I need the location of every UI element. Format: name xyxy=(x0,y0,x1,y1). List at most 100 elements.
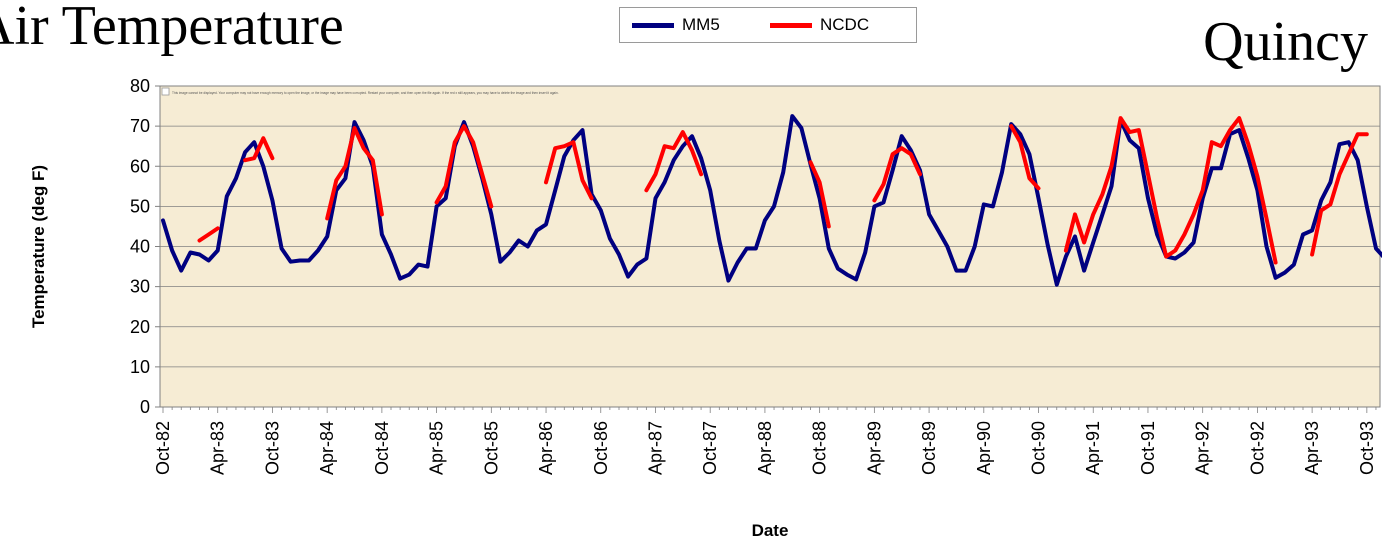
data-point-ncdc xyxy=(828,226,830,228)
data-point-mm5 xyxy=(1302,234,1304,236)
data-point-mm5 xyxy=(947,246,949,248)
data-point-ncdc xyxy=(901,147,903,149)
data-point-mm5 xyxy=(363,139,365,141)
data-point-mm5 xyxy=(345,177,347,179)
data-point-mm5 xyxy=(162,220,164,222)
data-point-mm5 xyxy=(1138,147,1140,149)
data-point-mm5 xyxy=(965,270,967,272)
data-point-mm5 xyxy=(901,135,903,137)
data-point-ncdc xyxy=(1102,194,1104,196)
data-point-ncdc xyxy=(1247,143,1249,145)
y-tick-label: 80 xyxy=(130,76,150,96)
data-point-mm5 xyxy=(819,198,821,200)
data-point-mm5 xyxy=(171,250,173,252)
data-point-mm5 xyxy=(883,202,885,204)
data-point-ncdc xyxy=(335,179,337,181)
x-axis-title: Date xyxy=(752,521,789,540)
data-point-mm5 xyxy=(427,266,429,268)
data-point-mm5 xyxy=(600,210,602,212)
data-point-mm5 xyxy=(518,240,520,242)
data-point-ncdc xyxy=(1202,190,1204,192)
data-point-ncdc xyxy=(1029,177,1031,179)
data-point-mm5 xyxy=(263,165,265,167)
data-point-mm5 xyxy=(609,238,611,240)
data-point-mm5 xyxy=(1129,139,1131,141)
data-point-ncdc xyxy=(381,214,383,216)
series-line-mm5 xyxy=(161,114,1382,287)
data-point-ncdc xyxy=(199,240,201,242)
data-point-ncdc xyxy=(545,182,547,184)
data-point-ncdc xyxy=(1238,117,1240,119)
data-point-mm5 xyxy=(956,270,958,272)
data-point-ncdc xyxy=(272,157,274,159)
data-point-ncdc xyxy=(454,141,456,143)
data-point-ncdc xyxy=(1311,254,1313,256)
data-point-mm5 xyxy=(190,252,192,254)
data-point-ncdc xyxy=(1266,218,1268,220)
data-point-ncdc xyxy=(1083,242,1085,244)
data-point-ncdc xyxy=(1065,250,1067,252)
legend-label-ncdc: NCDC xyxy=(820,15,870,34)
data-point-mm5 xyxy=(399,278,401,280)
data-point-ncdc xyxy=(263,137,265,139)
x-tick-label: Apr-90 xyxy=(974,421,994,475)
x-tick-label: Apr-89 xyxy=(864,421,884,475)
data-point-ncdc xyxy=(217,228,219,230)
data-point-mm5 xyxy=(226,196,228,198)
data-point-ncdc xyxy=(363,147,365,149)
x-tick-label: Apr-86 xyxy=(536,421,556,475)
data-point-mm5 xyxy=(317,250,319,252)
data-point-mm5 xyxy=(1156,234,1158,236)
data-point-ncdc xyxy=(1156,218,1158,220)
y-tick-label: 0 xyxy=(140,397,150,417)
data-point-mm5 xyxy=(801,127,803,129)
data-point-ncdc xyxy=(700,173,702,175)
data-point-mm5 xyxy=(828,248,830,250)
data-point-ncdc xyxy=(1330,204,1332,206)
data-point-mm5 xyxy=(1074,236,1076,238)
data-point-mm5 xyxy=(1193,242,1195,244)
data-point-mm5 xyxy=(855,279,857,281)
data-point-ncdc xyxy=(208,234,210,236)
data-point-mm5 xyxy=(1056,284,1058,286)
data-point-mm5 xyxy=(1220,167,1222,169)
series-line-ncdc xyxy=(197,116,1369,265)
data-point-ncdc xyxy=(253,157,255,159)
data-point-mm5 xyxy=(1019,133,1021,135)
data-point-mm5 xyxy=(208,260,210,262)
data-point-ncdc xyxy=(682,131,684,133)
data-point-ncdc xyxy=(1019,141,1021,143)
data-point-mm5 xyxy=(700,157,702,159)
data-point-mm5 xyxy=(1102,214,1104,216)
broken-image-icon xyxy=(161,87,170,96)
data-point-mm5 xyxy=(618,254,620,256)
data-point-ncdc xyxy=(326,218,328,220)
data-point-mm5 xyxy=(928,214,930,216)
data-point-mm5 xyxy=(1147,198,1149,200)
x-tick-label: Apr-88 xyxy=(755,421,775,475)
data-point-ncdc xyxy=(655,173,657,175)
x-tick-label: Oct-89 xyxy=(919,421,939,475)
data-point-mm5 xyxy=(874,206,876,208)
data-point-mm5 xyxy=(1202,198,1204,200)
data-point-mm5 xyxy=(308,260,310,262)
data-point-ncdc xyxy=(1165,256,1167,258)
data-point-ncdc xyxy=(691,149,693,151)
data-point-mm5 xyxy=(272,200,274,202)
legend-item-ncdc: NCDC xyxy=(770,15,869,35)
data-point-ncdc xyxy=(1320,210,1322,212)
data-point-ncdc xyxy=(673,147,675,149)
data-point-mm5 xyxy=(1111,186,1113,188)
data-point-mm5 xyxy=(755,248,757,250)
x-tick-label: Oct-88 xyxy=(810,421,830,475)
data-point-ncdc xyxy=(1111,165,1113,167)
data-point-mm5 xyxy=(1284,272,1286,274)
data-point-ncdc xyxy=(463,125,465,127)
data-point-mm5 xyxy=(864,252,866,254)
data-point-ncdc xyxy=(892,153,894,155)
data-point-mm5 xyxy=(691,135,693,137)
data-point-mm5 xyxy=(782,171,784,173)
data-point-mm5 xyxy=(1366,206,1368,208)
legend-item-mm5: MM5 xyxy=(632,15,720,35)
data-point-ncdc xyxy=(481,173,483,175)
